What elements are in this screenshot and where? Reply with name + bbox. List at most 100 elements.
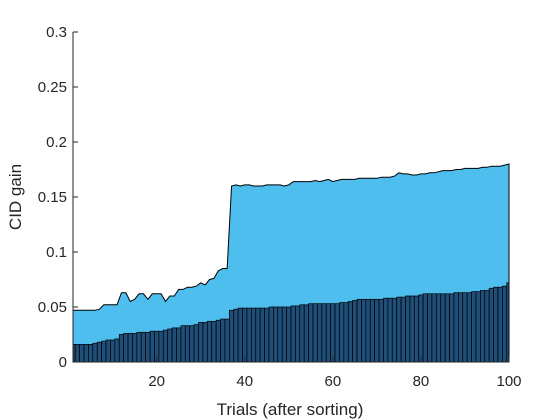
bar <box>220 318 226 363</box>
bar <box>127 333 133 363</box>
bar <box>374 298 380 363</box>
bar <box>475 291 481 363</box>
bar <box>356 298 362 363</box>
bar <box>162 329 169 363</box>
bar <box>149 330 155 363</box>
bar <box>405 295 411 363</box>
bar <box>493 286 499 363</box>
y-tick-label: 0 <box>59 354 67 371</box>
bar <box>506 282 510 363</box>
bar <box>440 293 446 363</box>
bar <box>462 292 468 363</box>
bar <box>74 344 80 363</box>
y-tick-label: 0.3 <box>46 24 67 41</box>
plot-area <box>72 163 510 363</box>
bar <box>237 307 243 363</box>
bar <box>497 286 503 363</box>
bar <box>396 296 402 363</box>
y-axis-title: CID gain <box>6 164 25 230</box>
bar <box>171 327 177 363</box>
bar <box>268 306 274 363</box>
bar <box>321 303 327 363</box>
bar <box>273 306 279 363</box>
bar <box>431 293 437 363</box>
bar <box>88 344 94 363</box>
bar <box>228 309 235 363</box>
bar <box>246 307 252 363</box>
bar <box>114 338 120 363</box>
bar <box>105 339 111 363</box>
bar <box>264 307 270 363</box>
bar <box>352 300 358 363</box>
bar <box>343 302 349 363</box>
bar <box>251 307 257 363</box>
bar <box>145 331 151 363</box>
bar <box>347 301 354 363</box>
bar <box>79 344 85 363</box>
bar <box>286 306 292 363</box>
bar <box>277 306 283 363</box>
bar <box>365 298 371 363</box>
bar <box>180 325 186 363</box>
bar <box>255 307 261 363</box>
bar <box>198 322 204 363</box>
bar <box>413 295 420 363</box>
bar <box>211 320 217 363</box>
bar <box>206 320 213 363</box>
bar <box>369 298 376 363</box>
bar <box>123 333 129 363</box>
bar <box>400 296 406 363</box>
y-tick-label: 0.25 <box>38 79 67 96</box>
bar <box>224 318 230 363</box>
x-tick-label: 40 <box>236 373 253 390</box>
bar <box>281 306 287 363</box>
bar <box>167 328 173 363</box>
bar <box>215 319 221 363</box>
bar <box>502 285 508 363</box>
bar <box>136 331 142 363</box>
bar <box>92 342 98 363</box>
bar <box>189 325 195 363</box>
bar <box>449 293 455 363</box>
bar <box>110 339 116 363</box>
bar <box>184 325 191 363</box>
bar <box>383 297 389 363</box>
x-tick-label: 100 <box>496 373 521 390</box>
bar <box>312 303 318 363</box>
y-tick-label: 0.2 <box>46 134 67 151</box>
bar <box>378 298 384 363</box>
bar <box>471 291 477 363</box>
bar <box>334 303 340 363</box>
x-tick-label: 20 <box>148 373 165 390</box>
y-tick-label: 0.05 <box>38 299 67 316</box>
bar <box>422 293 428 363</box>
bar <box>387 297 393 363</box>
bar <box>290 305 296 363</box>
bar <box>409 295 415 363</box>
bar <box>140 331 147 363</box>
bar <box>458 292 464 363</box>
bar <box>317 303 323 363</box>
axes: 20 40 60 80 100 0 0.05 0.1 0.15 0.2 0.25 0.3 <box>38 24 522 390</box>
bar <box>427 293 433 363</box>
bar <box>132 333 138 363</box>
bar <box>259 307 265 363</box>
bar <box>466 292 472 363</box>
y-tick-label: 0.1 <box>46 244 67 261</box>
bar <box>308 303 314 363</box>
bar <box>295 305 301 363</box>
x-tick-label: 80 <box>413 373 430 390</box>
bar <box>299 304 305 363</box>
x-tick-label: 60 <box>324 373 341 390</box>
bar <box>303 304 309 363</box>
bar <box>453 292 459 363</box>
bar <box>484 290 490 363</box>
bar <box>83 344 89 363</box>
bar <box>118 334 124 363</box>
bar <box>96 341 102 363</box>
bar <box>176 327 182 363</box>
bar <box>361 298 367 363</box>
bar <box>444 293 450 363</box>
y-tick-label: 0.15 <box>38 189 67 206</box>
